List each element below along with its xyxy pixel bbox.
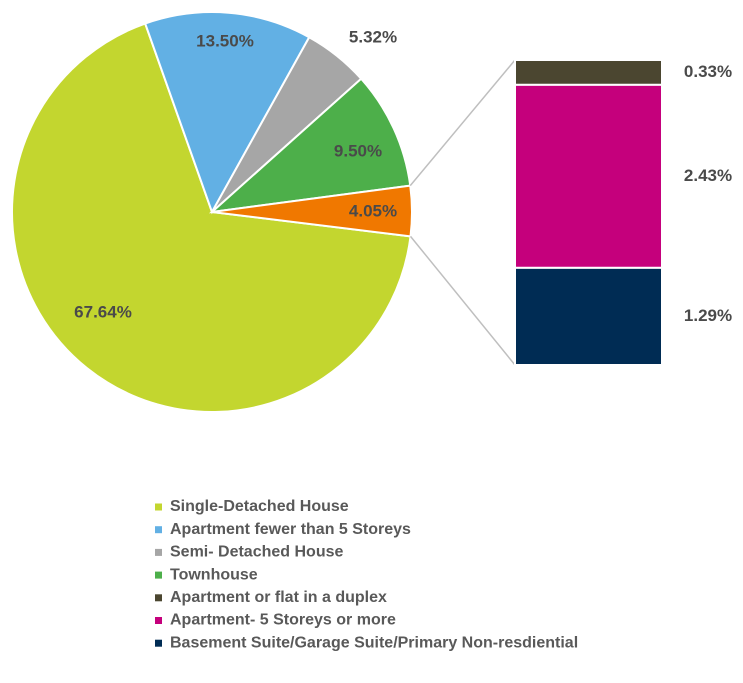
legend-swatch bbox=[155, 526, 162, 534]
slice-label: 9.50% bbox=[334, 141, 382, 160]
legend-swatch bbox=[155, 617, 162, 624]
bar-segment bbox=[514, 266, 663, 366]
slice-label: 67.64% bbox=[74, 302, 132, 321]
legend-label: Semi- Detached House bbox=[170, 544, 343, 561]
legend-swatch bbox=[155, 503, 162, 511]
slice-label: 4.05% bbox=[349, 201, 397, 220]
connector bbox=[409, 235, 516, 366]
bar-label: 0.33% bbox=[684, 62, 732, 81]
connector bbox=[409, 59, 516, 187]
legend-label: Apartment fewer than 5 Storeys bbox=[170, 521, 411, 538]
legend-swatch bbox=[155, 594, 162, 602]
legend-swatch bbox=[155, 548, 162, 556]
legend-label: Townhouse bbox=[170, 566, 258, 583]
pie-slice bbox=[143, 11, 311, 215]
slice-label: 13.50% bbox=[196, 31, 254, 50]
legend-label: Basement Suite/Garage Suite/Primary Non-… bbox=[170, 634, 578, 651]
pie-slice bbox=[11, 22, 412, 413]
pie-slice bbox=[208, 77, 412, 214]
legend-label: Apartment- 5 Storeys or more bbox=[170, 612, 396, 629]
slice-label: 5.32% bbox=[349, 27, 397, 46]
legend-swatch bbox=[155, 571, 162, 579]
legend-label: Apartment or flat in a duplex bbox=[170, 589, 387, 606]
bar-segment bbox=[514, 59, 663, 86]
bar-label: 1.29% bbox=[684, 306, 732, 325]
legend-label: Single-Detached House bbox=[170, 498, 349, 515]
bar-segment bbox=[514, 83, 663, 269]
legend-swatch bbox=[155, 639, 162, 647]
bar-label: 2.43% bbox=[684, 166, 732, 185]
pie-slice bbox=[211, 184, 413, 238]
